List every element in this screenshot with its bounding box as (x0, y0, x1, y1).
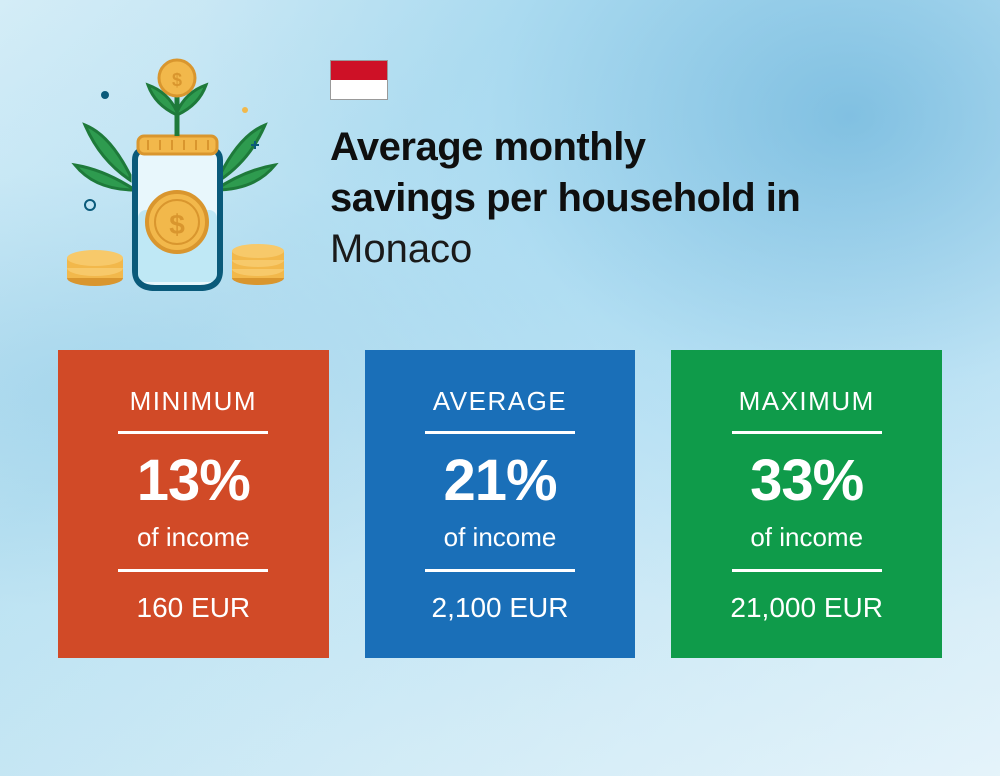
savings-illustration: $ $ (60, 50, 290, 300)
title-block: Average monthly savings per household in… (330, 50, 940, 276)
divider (118, 569, 268, 572)
divider (425, 569, 575, 572)
card-amount: 2,100 EUR (432, 592, 569, 624)
card-label: MAXIMUM (739, 386, 875, 417)
card-percent: 21% (443, 452, 556, 510)
card-amount: 21,000 EUR (730, 592, 883, 624)
card-percent: 33% (750, 452, 863, 510)
divider (732, 431, 882, 434)
coin-stack-left (67, 250, 123, 286)
card-subtext: of income (444, 522, 557, 553)
card-label: MINIMUM (130, 386, 257, 417)
flag-stripe-top (331, 61, 387, 80)
card-subtext: of income (750, 522, 863, 553)
title-line-1: Average monthly (330, 122, 940, 173)
divider (732, 569, 882, 572)
card-subtext: of income (137, 522, 250, 553)
svg-text:$: $ (172, 70, 182, 90)
header-section: $ $ Average monthly savings per househol… (0, 0, 1000, 330)
card-average: AVERAGE 21% of income 2,100 EUR (365, 350, 636, 658)
card-amount: 160 EUR (137, 592, 251, 624)
monaco-flag-icon (330, 60, 388, 100)
divider (118, 431, 268, 434)
card-label: AVERAGE (433, 386, 567, 417)
coin-stack-right (232, 244, 284, 285)
card-percent: 13% (137, 452, 250, 510)
card-maximum: MAXIMUM 33% of income 21,000 EUR (671, 350, 942, 658)
stat-cards-row: MINIMUM 13% of income 160 EUR AVERAGE 21… (0, 330, 1000, 658)
divider (425, 431, 575, 434)
card-minimum: MINIMUM 13% of income 160 EUR (58, 350, 329, 658)
title-country: Monaco (330, 224, 940, 275)
flag-stripe-bottom (331, 80, 387, 99)
svg-text:$: $ (169, 209, 185, 240)
title-line-2: savings per household in (330, 173, 940, 224)
